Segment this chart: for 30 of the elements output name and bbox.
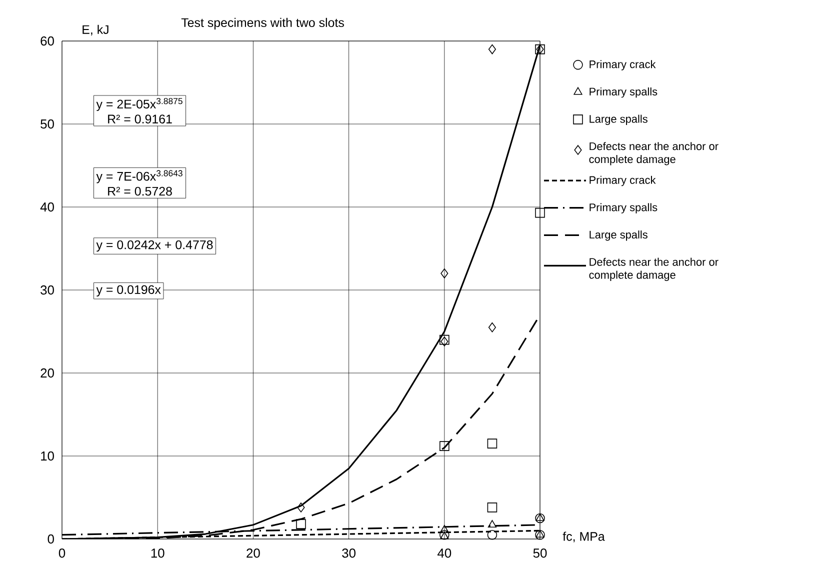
annotation: y = 7E-06x$^{3.8643}$ xyxy=(96,170,182,184)
legend-label: Large spalls xyxy=(590,230,648,241)
x-tick-label: 40 xyxy=(437,548,452,558)
y-tick-label: 0 xyxy=(48,534,54,544)
annotation: R² = 0.9161 xyxy=(108,114,172,124)
x-tick-label: 20 xyxy=(246,548,260,558)
y-tick-label: 50 xyxy=(40,119,54,129)
legend-label: Defects near the anchor or complete damage xyxy=(589,142,718,166)
x-tick-label: 0 xyxy=(58,548,66,558)
annotation: y = 2E-05x$^{3.8875}$ xyxy=(96,98,182,111)
legend-label: Primary spalls xyxy=(590,203,658,214)
y-tick-label: 20 xyxy=(40,368,54,378)
x-tick-label: 10 xyxy=(151,548,164,558)
annotation: y = 0.0242x + 0.4778 xyxy=(96,240,213,252)
legend-label: Large spalls xyxy=(590,114,648,125)
chart-title: Test specimens with two slots xyxy=(181,18,344,30)
y-tick-label: 40 xyxy=(40,202,54,212)
x-axis-title: fc, MPa xyxy=(562,532,605,542)
legend-label: Primary crack xyxy=(590,60,656,70)
y-tick-label: 30 xyxy=(40,285,54,295)
annotation: y = 0.0196x xyxy=(96,285,161,296)
annotation: R² = 0.5728 xyxy=(108,186,172,196)
legend-label: Primary spalls xyxy=(590,87,658,98)
legend-label: Defects near the anchor or complete damage xyxy=(589,258,718,281)
x-tick-label: 50 xyxy=(533,548,547,558)
legend-label: Primary crack xyxy=(590,176,656,186)
y-axis-title: E, kJ xyxy=(82,24,108,36)
y-tick-label: 60 xyxy=(40,36,54,46)
y-tick-label: 10 xyxy=(41,451,54,461)
x-tick-label: 30 xyxy=(342,548,356,558)
